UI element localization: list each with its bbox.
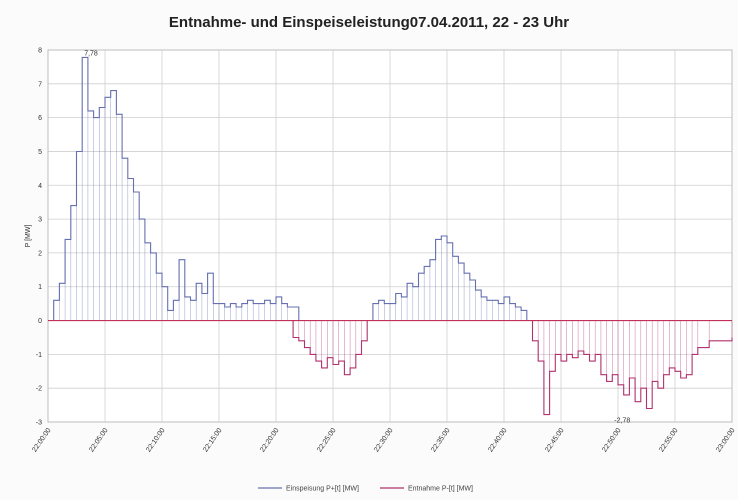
series-line-1 — [48, 319, 733, 416]
y-tick-label: 4 — [38, 183, 42, 190]
y-tick-label: 7 — [38, 81, 42, 88]
x-tick-label: 22:15:00 — [202, 427, 223, 453]
x-axis-ticks: 22:00:00 22:05:00 22:10:00 22:15:00 22:20:00… — [31, 427, 736, 453]
x-tick-label: 22:25:00 — [316, 427, 337, 453]
y-axis-title: P [MW] — [25, 225, 32, 248]
y-tick-label: 0 — [38, 318, 42, 325]
x-tick-label: 22:30:00 — [373, 427, 394, 453]
x-tick-label: 22:20:00 — [259, 427, 280, 453]
x-tick-label: 22:45:00 — [544, 427, 565, 453]
series-layer — [48, 56, 733, 416]
x-tick-label: 22:05:00 — [88, 427, 109, 453]
y-tick-label: 5 — [38, 149, 42, 156]
y-tick-label: -1 — [36, 352, 42, 359]
y-axis-ticks: -3 -2 -1 0 1 2 3 4 5 6 7 8 — [36, 48, 42, 427]
chart-title: Entnahme- und Einspeiseleistung07.04.201… — [168, 14, 570, 31]
y-tick-label: -2 — [36, 386, 42, 393]
annotation-layer: 7,78 -2,78 — [84, 50, 630, 424]
legend: Einspeisung P+[t] [MW] Entnahme P-[t] [MW… — [258, 486, 473, 493]
x-tick-label: 22:55:00 — [658, 427, 679, 453]
x-tick-label: 22:00:00 — [31, 427, 52, 453]
legend-label-0: Einspeisung P+[t] [MW] — [286, 486, 359, 493]
y-tick-label: 3 — [38, 217, 42, 224]
x-tick-label: 22:10:00 — [145, 427, 166, 453]
y-tick-label: 6 — [38, 115, 42, 122]
annotation-label: 7,78 — [84, 50, 98, 57]
plot-border — [47, 49, 733, 423]
annotation-label: -2,78 — [614, 418, 630, 425]
legend-label-1: Entnahme P-[t] [MW] — [408, 486, 473, 493]
series-line-0 — [48, 56, 528, 322]
x-tick-label: 22:35:00 — [430, 427, 451, 453]
y-tick-label: 1 — [38, 284, 42, 291]
y-tick-label: -3 — [36, 420, 42, 427]
x-tick-label: 22:40:00 — [487, 427, 508, 453]
y-tick-label: 8 — [38, 48, 42, 55]
x-tick-label: 23:00:00 — [715, 427, 736, 453]
y-tick-label: 2 — [38, 250, 42, 257]
x-tick-label: 22:50:00 — [601, 427, 622, 453]
